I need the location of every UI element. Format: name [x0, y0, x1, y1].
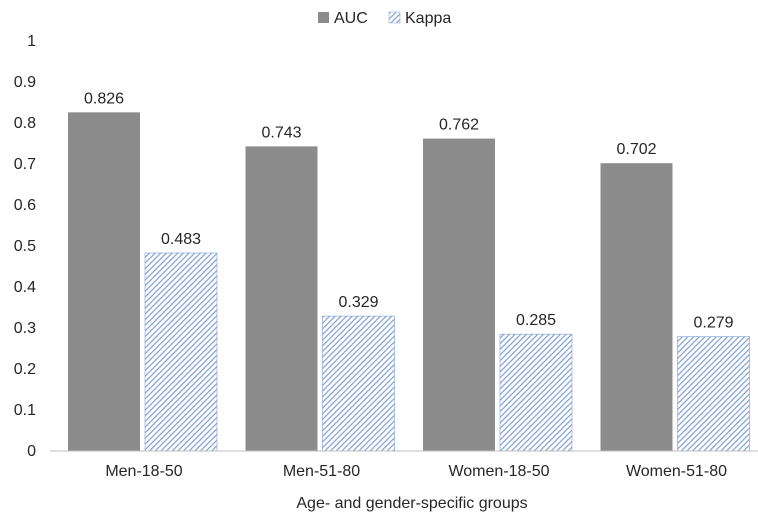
- legend-label-kappa: Kappa: [405, 10, 451, 27]
- data-label-auc: 0.743: [261, 124, 301, 141]
- data-label-auc: 0.702: [616, 141, 656, 158]
- data-label-auc: 0.826: [84, 90, 124, 107]
- y-tick-label: 0.7: [14, 156, 36, 173]
- y-tick-label: 0: [27, 443, 36, 460]
- y-tick-label: 0.2: [14, 361, 36, 378]
- x-axis-ticks: Men-18-50 Men-51-80 Women-18-50 Women-51-80: [105, 463, 727, 480]
- bar-kappa-men-51-80: [322, 315, 395, 452]
- x-tick-label: Women-51-80: [626, 463, 727, 480]
- legend-label-auc: AUC: [334, 10, 368, 27]
- bar-auc-men-51-80: [245, 146, 318, 451]
- bar-auc-women-18-50: [423, 138, 495, 451]
- value-labels: 0.826 0.743 0.762 0.702 0.483 0.329 0.285 0.279: [84, 90, 734, 331]
- y-tick-label: 0.8: [14, 115, 36, 132]
- y-tick-label: 0.5: [14, 238, 36, 255]
- y-tick-label: 1: [27, 33, 36, 50]
- y-tick-label: 0.3: [14, 320, 36, 337]
- bars: [68, 112, 750, 452]
- bar-auc-women-51-80: [600, 163, 673, 451]
- y-tick-label: 0.4: [14, 279, 36, 296]
- bar-auc-men-18-50: [68, 112, 140, 451]
- data-label-kappa: 0.329: [338, 294, 378, 311]
- legend-swatch-auc: [318, 12, 329, 23]
- bar-kappa-women-51-80: [677, 336, 750, 452]
- legend-swatch-kappa: [388, 11, 401, 24]
- data-label-kappa: 0.279: [693, 315, 733, 332]
- y-tick-label: 0.1: [14, 402, 36, 419]
- x-tick-label: Men-51-80: [283, 463, 360, 480]
- data-label-kappa: 0.483: [161, 231, 201, 248]
- x-tick-label: Women-18-50: [448, 463, 549, 480]
- y-tick-label: 0.6: [14, 197, 36, 214]
- bar-kappa-women-18-50: [499, 333, 573, 452]
- x-axis-title: Age- and gender-specific groups: [296, 495, 527, 512]
- y-tick-label: 0.9: [14, 74, 36, 91]
- data-label-kappa: 0.285: [516, 312, 556, 329]
- x-tick-label: Men-18-50: [105, 463, 182, 480]
- y-axis-ticks: 0 0.1 0.2 0.3 0.4 0.5 0.6 0.7 0.8 0.9 1: [14, 33, 36, 460]
- data-label-auc: 0.762: [439, 117, 479, 134]
- bar-kappa-men-18-50: [144, 252, 218, 452]
- legend: AUC Kappa: [318, 10, 451, 27]
